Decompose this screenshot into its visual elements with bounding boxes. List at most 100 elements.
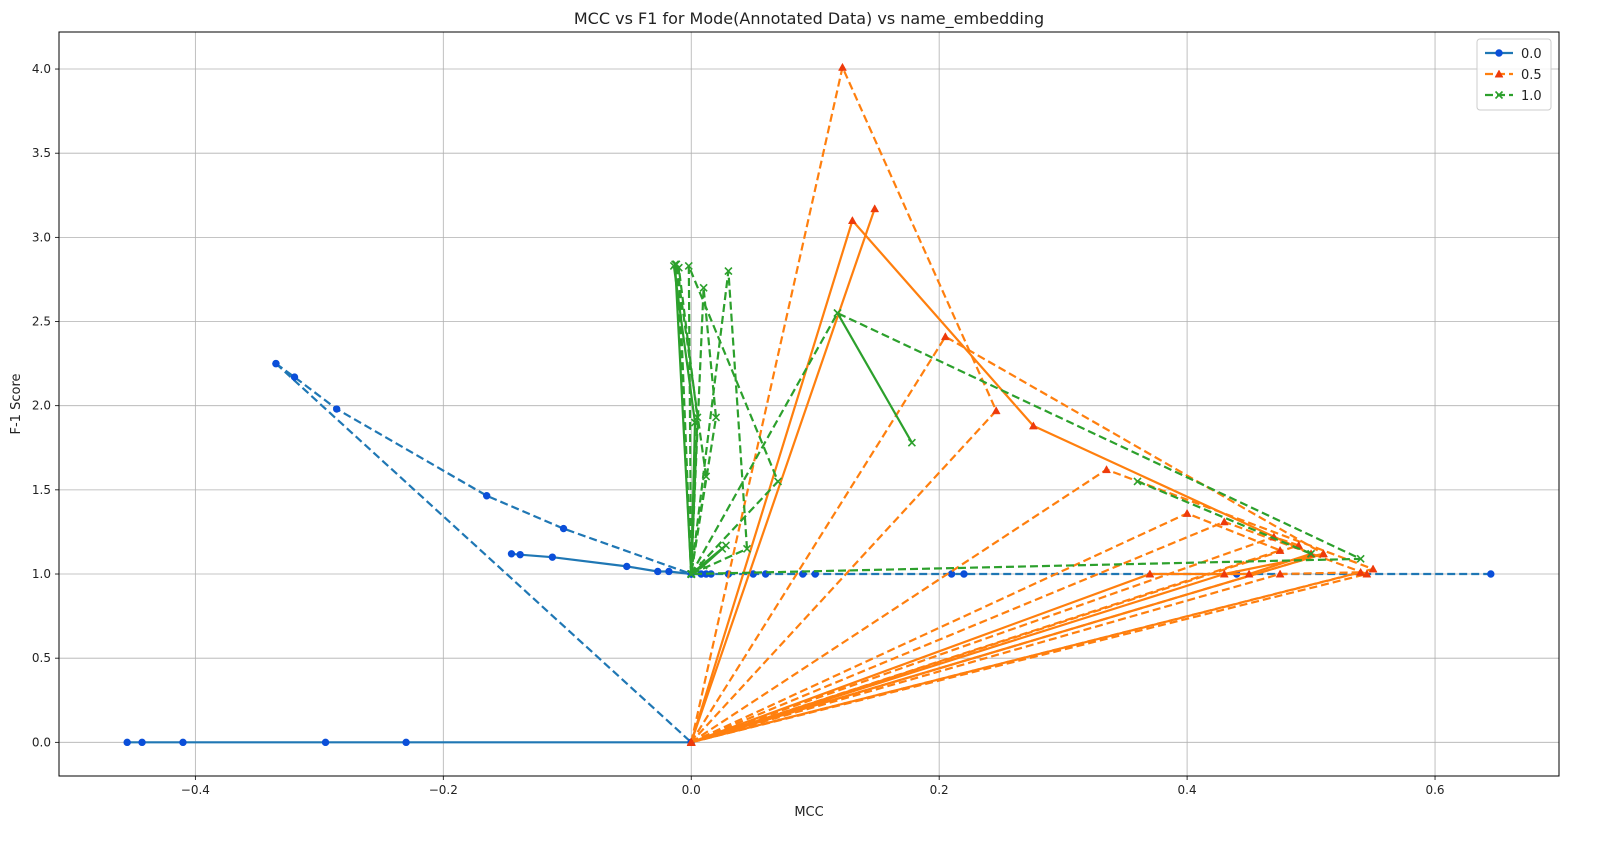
- data-point-0.5: [1028, 421, 1038, 430]
- x-tick-label: 0.4: [1178, 783, 1197, 797]
- chart-title: MCC vs F1 for Mode(Annotated Data) vs na…: [574, 9, 1044, 29]
- series-line-1.0: [836, 312, 913, 444]
- y-tick-label: 3.0: [32, 230, 51, 244]
- data-point-0.0: [290, 373, 299, 381]
- plot-frame: [58, 31, 1560, 777]
- y-tick-label: 2.0: [32, 399, 51, 413]
- x-axis-title: MCC: [794, 805, 823, 820]
- series-line-0.5: [690, 535, 1300, 744]
- data-point-1.0: [1356, 554, 1365, 563]
- data-point-0.0: [123, 738, 131, 747]
- data-point-1.0: [724, 266, 733, 276]
- x-tick-label: −0.2: [429, 783, 458, 797]
- data-point-1.0: [833, 309, 842, 318]
- data-point-0.5: [1319, 549, 1328, 558]
- data-point-1.0: [699, 283, 708, 292]
- data-point-1.0: [702, 472, 711, 481]
- series-line-1.0: [690, 269, 749, 576]
- y-tick-label: 0.5: [32, 651, 51, 665]
- series-line-1.0: [690, 312, 1362, 576]
- data-point-1.0: [674, 263, 683, 272]
- plot-area: [59, 32, 1559, 776]
- y-tick-label: 4.0: [32, 62, 51, 76]
- grid: [59, 32, 1559, 776]
- legend-label: 0.0: [1521, 47, 1542, 62]
- series-line-0.5: [690, 208, 876, 743]
- data-point-0.5: [1182, 508, 1192, 517]
- data-point-1.0: [684, 261, 693, 271]
- legend-marker-1.0: [1494, 90, 1504, 100]
- data-point-0.0: [507, 550, 516, 558]
- data-point-1.0: [773, 477, 783, 486]
- data-point-0.5: [847, 216, 857, 224]
- data-point-0.0: [1487, 570, 1495, 578]
- data-point-0.0: [947, 570, 956, 578]
- legend-marker-0.0: [1495, 49, 1503, 57]
- data-point-0.0: [960, 570, 968, 578]
- data-point-1.0: [721, 541, 731, 550]
- data-point-0.5: [1102, 465, 1111, 474]
- x-tick-label: 0.6: [1425, 783, 1444, 797]
- data-point-0.0: [138, 738, 146, 747]
- data-point-0.0: [482, 492, 491, 500]
- series-line-0.5: [690, 552, 1325, 744]
- data-point-0.0: [179, 738, 187, 747]
- series-line-1.0: [690, 286, 718, 575]
- data-point-0.5: [1244, 569, 1254, 578]
- x-tick-label: −0.4: [181, 783, 210, 797]
- data-point-0.5: [1275, 569, 1285, 578]
- data-point-0.5: [686, 737, 696, 746]
- data-point-0.5: [838, 62, 847, 71]
- series-line-0.5: [690, 571, 1362, 744]
- y-axis-title: F-1 Score: [9, 374, 24, 435]
- data-point-0.5: [1219, 569, 1229, 578]
- x-tick-label: 0.2: [930, 783, 949, 797]
- data-point-1.0: [907, 438, 916, 447]
- data-point-1.0: [687, 569, 696, 579]
- legend-label: 0.5: [1521, 68, 1542, 83]
- data-point-0.5: [1356, 567, 1366, 576]
- data-point-0.0: [623, 562, 631, 571]
- y-tick-label: 2.5: [32, 315, 51, 329]
- data-point-0.5: [870, 204, 880, 213]
- legend-marker-0.5: [1494, 69, 1504, 78]
- data-point-0.5: [1145, 569, 1155, 578]
- series-line-0.0: [275, 362, 692, 576]
- series-0.0-group: [123, 359, 1495, 747]
- series-1.0-group: [669, 260, 1365, 579]
- data-point-1.0: [693, 413, 702, 422]
- legend: 0.0 0.5 1.0: [1476, 38, 1552, 111]
- data-point-0.5: [940, 332, 950, 341]
- data-point-0.5: [991, 406, 1001, 415]
- data-point-0.0: [402, 738, 410, 747]
- axis-ticks: −0.4 −0.2 0.0 0.2 0.4 0.6 0.0 0.5 1.0 1.5 2.0 2.5 3.…: [32, 62, 1445, 797]
- series-line-0.0: [275, 362, 692, 744]
- series-line-1.0: [687, 264, 780, 575]
- data-point-0.0: [321, 738, 330, 747]
- y-tick-label: 0.0: [32, 735, 51, 749]
- data-point-1.0: [699, 561, 708, 570]
- y-tick-label: 3.5: [32, 146, 51, 160]
- data-point-0.0: [548, 553, 557, 561]
- data-point-0.5: [1275, 545, 1285, 554]
- data-point-1.0: [690, 418, 700, 427]
- data-point-0.0: [272, 359, 280, 368]
- x-tick-label: 0.0: [682, 783, 701, 797]
- data-series: [123, 62, 1495, 747]
- legend-label: 1.0: [1521, 89, 1542, 104]
- data-point-1.0: [1133, 477, 1142, 486]
- data-point-0.5: [1368, 564, 1378, 573]
- data-point-1.0: [1307, 549, 1316, 558]
- data-point-0.5: [1219, 517, 1229, 526]
- data-point-1.0: [711, 413, 721, 422]
- series-line-0.5: [690, 335, 1325, 744]
- data-point-0.0: [665, 567, 673, 576]
- data-point-1.0: [742, 544, 752, 553]
- data-point-0.0: [559, 524, 568, 533]
- y-tick-label: 1.5: [32, 483, 51, 497]
- data-point-0.0: [332, 405, 341, 413]
- series-line-1.0: [1137, 480, 1312, 555]
- data-point-0.0: [516, 550, 524, 559]
- data-point-0.0: [654, 567, 662, 576]
